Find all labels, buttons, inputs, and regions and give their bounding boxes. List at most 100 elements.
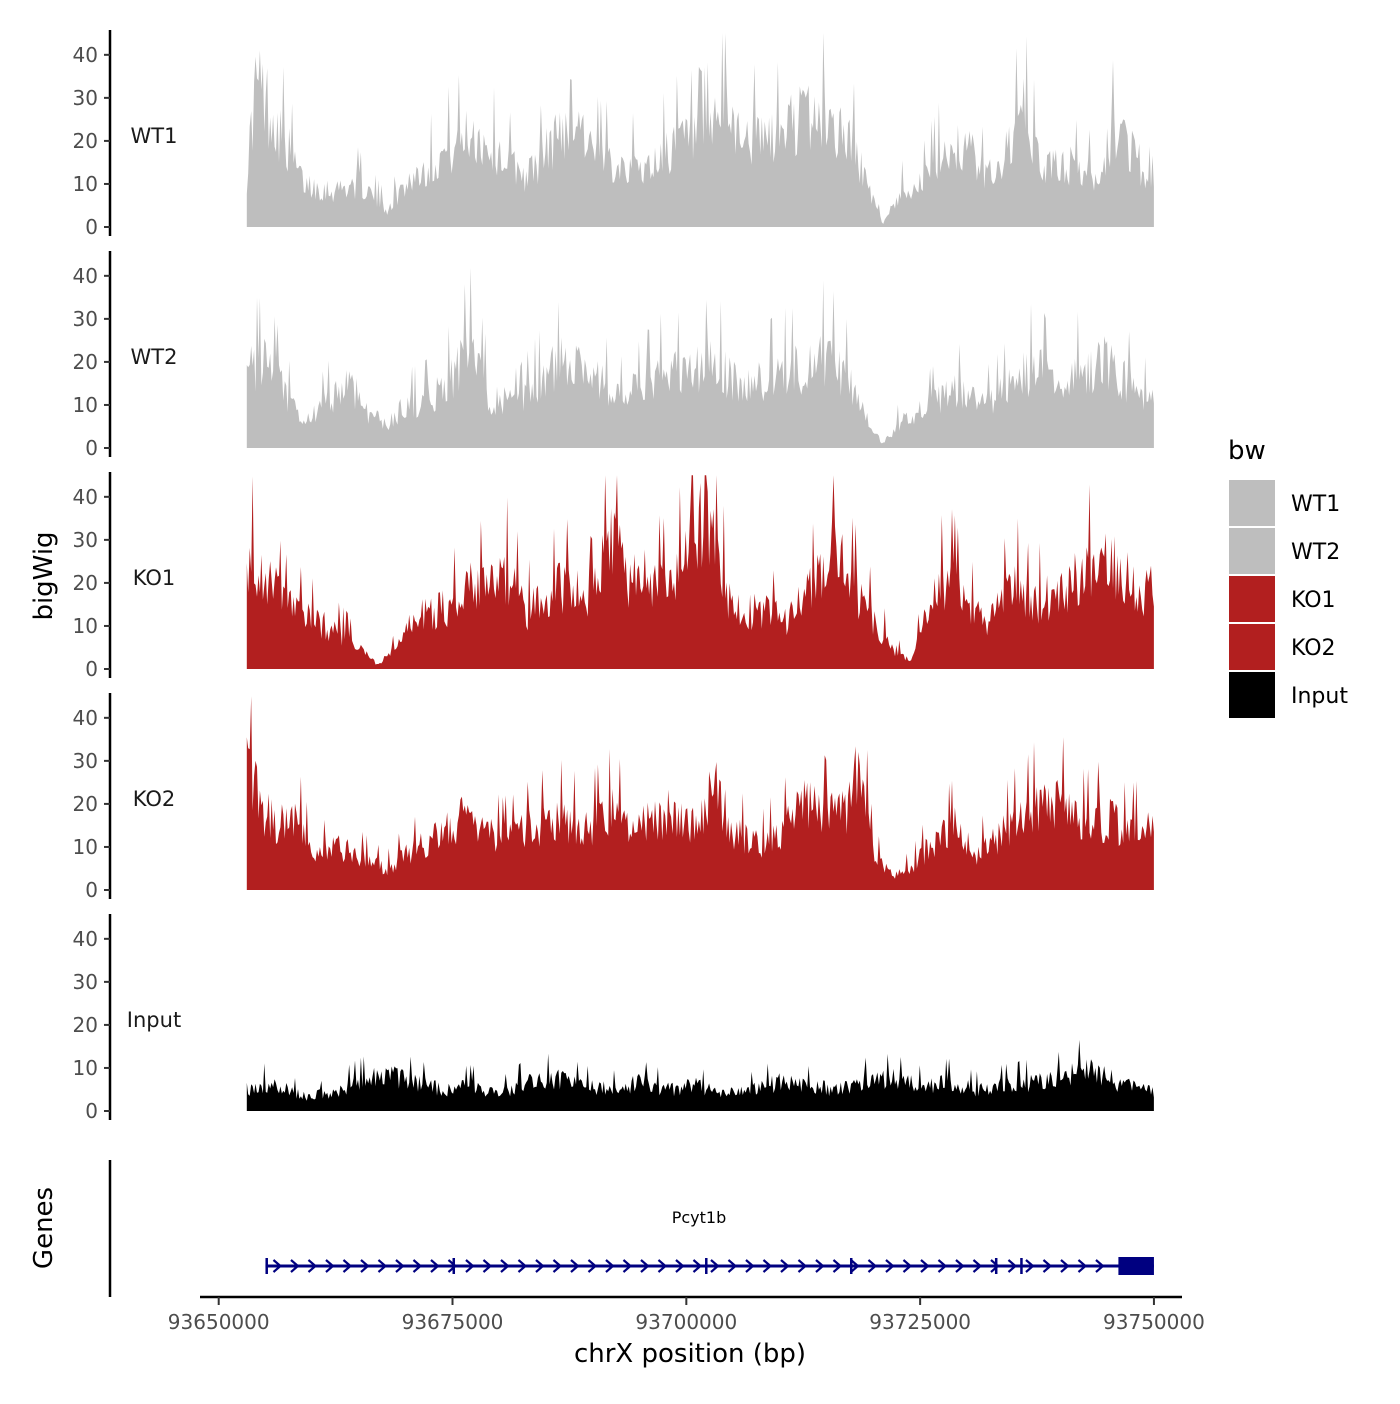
y-tick-label: 30 [73, 749, 98, 773]
strand-arrow-icon [780, 1259, 790, 1273]
gene-exon [994, 1258, 998, 1274]
y-tick-label: 30 [73, 970, 98, 994]
x-tick-label: 93750000 [1103, 1310, 1205, 1334]
strand-arrow-icon [307, 1259, 318, 1273]
y-tick-label: 40 [73, 43, 98, 67]
x-tick-label: 93725000 [869, 1310, 971, 1334]
strand-arrow-icon [1042, 1259, 1053, 1273]
strand-arrow-icon [675, 1259, 685, 1273]
legend-key-wt1 [1229, 480, 1275, 526]
strand-arrow-icon [465, 1259, 475, 1273]
strand-arrow-icon [517, 1259, 528, 1273]
track-input: 0 10 20 30 40 Input [73, 914, 1154, 1123]
y-tick-label: 10 [73, 393, 98, 417]
strand-arrow-icon [1060, 1259, 1070, 1273]
coverage-area [246, 267, 1154, 448]
gene-exon [452, 1258, 456, 1274]
y-tick-label: 0 [85, 657, 98, 681]
strand-arrow-icon [482, 1259, 493, 1273]
y-tick-label: 10 [73, 614, 98, 638]
genes-axis-title: Genes [29, 1187, 59, 1269]
strand-arrow-icon [412, 1259, 423, 1273]
strand-arrow-icon [1095, 1259, 1105, 1273]
track-label: Input [127, 1008, 181, 1032]
legend-key-wt2 [1229, 528, 1275, 574]
y-tick-label: 0 [85, 1099, 98, 1123]
gene-exon [1020, 1258, 1023, 1274]
y-tick-label: 40 [73, 264, 98, 288]
strand-arrow-icon [955, 1259, 965, 1273]
y-tick-label: 20 [73, 129, 98, 153]
x-tick-label: 93675000 [402, 1310, 504, 1334]
strand-arrow-icon [447, 1259, 458, 1273]
strand-arrow-icon [745, 1259, 755, 1273]
gene-exon [265, 1258, 268, 1274]
track-label: WT1 [131, 124, 178, 148]
strand-arrow-icon [587, 1259, 598, 1273]
y-tick-label: 0 [85, 878, 98, 902]
strand-arrow-icon [640, 1259, 650, 1273]
strand-arrow-icon [1025, 1259, 1035, 1273]
y-tick-label: 30 [73, 528, 98, 552]
strand-arrow-icon [570, 1259, 580, 1273]
genes-panel: Pcyt1b [108, 1160, 1154, 1297]
track-wt2: 0 10 20 30 40 WT2 [73, 251, 1154, 460]
legend-label-ko2: KO2 [1291, 636, 1336, 661]
legend-label-wt1: WT1 [1291, 492, 1340, 517]
legend-label-input: Input [1291, 684, 1348, 709]
strand-arrow-icon [850, 1259, 860, 1273]
strand-arrow-icon [325, 1259, 335, 1273]
strand-arrow-icon [605, 1259, 615, 1273]
strand-arrow-icon [342, 1259, 353, 1273]
track-label: KO1 [133, 566, 176, 590]
y-tick-label: 20 [73, 571, 98, 595]
y-tick-label: 20 [73, 792, 98, 816]
legend-key-ko1 [1229, 576, 1275, 622]
coverage-area [246, 32, 1154, 228]
legend-label-wt2: WT2 [1291, 540, 1340, 565]
y-tick-label: 10 [73, 1056, 98, 1080]
legend-label-ko1: KO1 [1291, 588, 1336, 613]
y-tick-label: 30 [73, 86, 98, 110]
y-tick-label: 40 [73, 927, 98, 951]
track-ko2: 0 10 20 30 40 KO2 [73, 693, 1154, 902]
strand-arrow-icon [1007, 1259, 1018, 1273]
strand-arrow-icon [815, 1259, 825, 1273]
gene-exon [1118, 1257, 1154, 1275]
strand-arrow-icon [832, 1259, 843, 1273]
strand-arrow-icon [710, 1259, 720, 1273]
y-tick-label: 40 [73, 485, 98, 509]
coverage-area [246, 696, 1154, 890]
coverage-area [246, 475, 1154, 669]
strand-arrow-icon [797, 1259, 808, 1273]
gene-name-label: Pcyt1b [672, 1208, 727, 1227]
track-ko1: 0 10 20 30 40 KO1 [73, 472, 1154, 681]
x-axis: 93650000 93675000 93700000 93725000 93750000 [168, 1295, 1205, 1334]
strand-arrow-icon [762, 1259, 773, 1273]
y-tick-label: 20 [73, 350, 98, 374]
strand-arrow-icon [902, 1259, 913, 1273]
strand-arrow-icon [272, 1259, 283, 1273]
track-wt1: 0 10 20 30 40 WT1 [73, 30, 1154, 239]
strand-arrow-icon [920, 1259, 930, 1273]
strand-arrow-icon [692, 1259, 703, 1273]
y-tick-label: 0 [85, 436, 98, 460]
y-tick-label: 0 [85, 215, 98, 239]
y-axis-title: bigWig [29, 531, 59, 620]
tracks-layer: 0 10 20 30 40 WT1 0 10 20 30 40 WT2 0 10 20 30 40 KO1 0 10 2… [73, 30, 1154, 1123]
legend: bw WT1 WT2 KO1 KO2 Input [1228, 436, 1348, 718]
strand-arrow-icon [500, 1259, 510, 1273]
y-tick-label: 40 [73, 706, 98, 730]
legend-key-ko2 [1229, 624, 1275, 670]
gene-exon [705, 1258, 708, 1274]
gene-exon [849, 1258, 853, 1274]
strand-arrow-icon [395, 1259, 405, 1273]
strand-arrow-icon [1077, 1259, 1088, 1273]
strand-arrow-icon [972, 1259, 983, 1273]
coverage-area [246, 1039, 1154, 1111]
strand-arrow-icon [990, 1259, 1000, 1273]
y-tick-label: 30 [73, 307, 98, 331]
strand-arrow-icon [535, 1259, 545, 1273]
strand-arrow-icon [885, 1259, 895, 1273]
